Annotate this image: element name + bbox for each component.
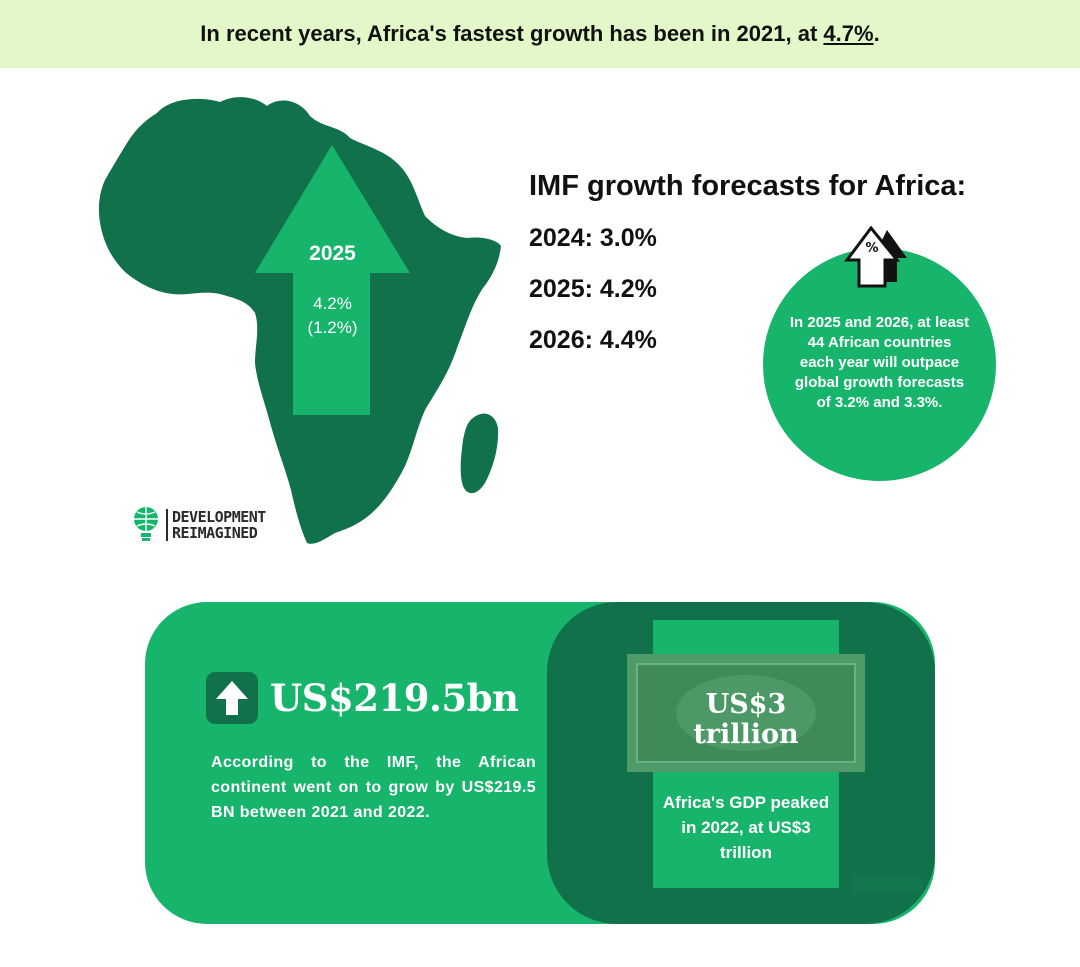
bill-label-line-2: trillion (693, 719, 799, 750)
lightbulb-globe-icon (134, 507, 158, 541)
arrow-value-sub: (1.2%) (307, 318, 358, 337)
house-percent-icon: % (844, 225, 907, 288)
bill-label: US$3 trillion (627, 690, 865, 750)
bill-label-line-1: US$3 (705, 689, 787, 720)
bill-description: Africa's GDP peaked in 2022, at US$3 tri… (662, 793, 830, 862)
forecast-2024: 2024: 3.0% (529, 224, 657, 252)
forecast-2025: 2025: 4.2% (529, 275, 657, 303)
banner-text-before: In recent years, Africa's fastest growth… (200, 21, 824, 46)
forecast-2026: 2026: 4.4% (529, 326, 657, 354)
growth-arrow-icon (255, 145, 410, 415)
arrow-value-main: 4.2% (313, 294, 352, 313)
arrow-year: 2025 (309, 242, 356, 265)
banner-text: In recent years, Africa's fastest growth… (200, 21, 879, 47)
stat-value: US$219.5bn (270, 676, 519, 720)
watermark (852, 874, 922, 894)
arrow-value: 4.2% (1.2%) (255, 292, 410, 340)
banknote-icon (627, 654, 865, 772)
logo-text: DEVELOPMENT REIMAGINED (166, 509, 266, 541)
development-reimagined-logo: DEVELOPMENT REIMAGINED (132, 505, 266, 545)
svg-text:%: % (865, 241, 878, 256)
top-banner: In recent years, Africa's fastest growth… (0, 0, 1080, 68)
banner-text-after: . (873, 21, 880, 46)
logo-line-2: REIMAGINED (172, 524, 258, 542)
banner-highlight: 4.7% (823, 21, 874, 46)
stat-description: According to the IMF, the African contin… (211, 754, 536, 821)
logo-line-1: DEVELOPMENT (172, 508, 266, 526)
callout-circle: In 2025 and 2026, at least 44 African co… (763, 248, 996, 481)
forecasts-title: IMF growth forecasts for Africa: (529, 170, 967, 202)
up-arrow-icon (206, 672, 258, 724)
callout-text: In 2025 and 2026, at least 44 African co… (789, 313, 970, 411)
